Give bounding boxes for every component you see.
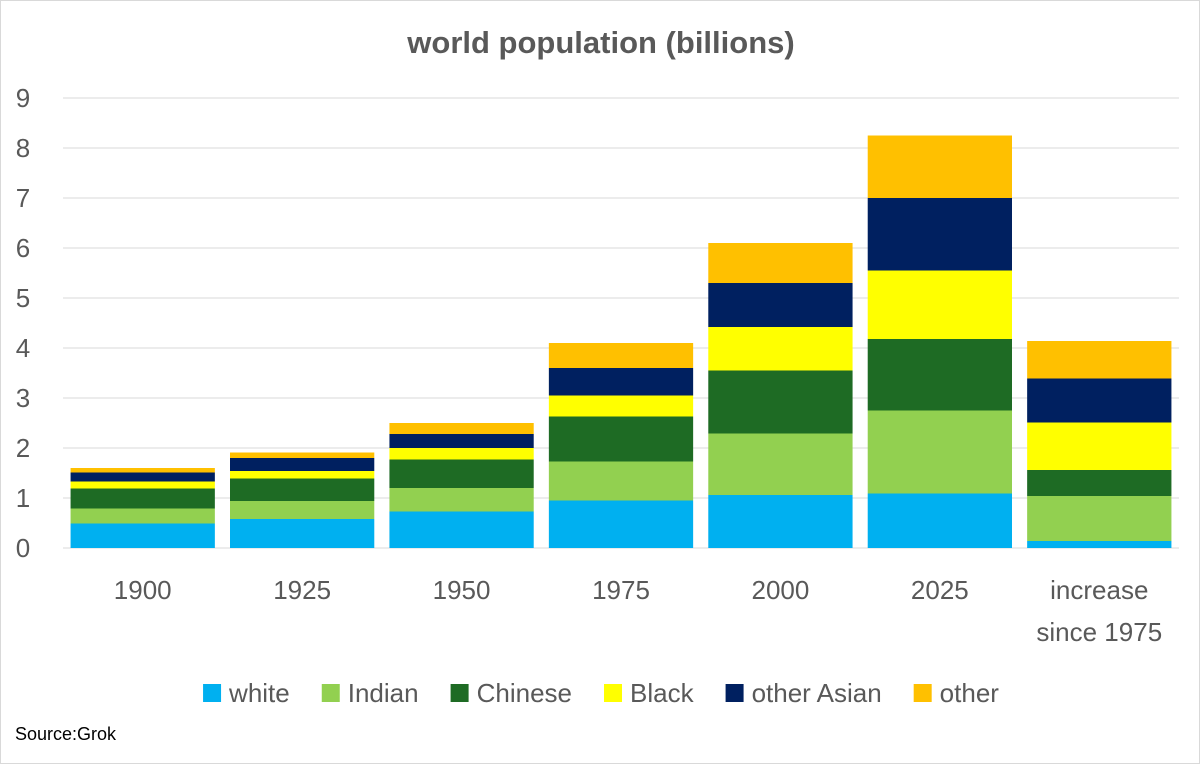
y-tick-label: 1: [16, 483, 30, 513]
bar-segment: [70, 468, 215, 473]
bar-segment: [389, 511, 534, 548]
bar-segment: [708, 370, 853, 434]
bar-segment: [708, 327, 853, 371]
bar-segment: [548, 343, 694, 368]
legend-label: white: [228, 678, 290, 708]
y-tick-label: 6: [16, 233, 30, 263]
bars: [70, 135, 1172, 548]
bar-segment: [867, 410, 1012, 494]
legend-label: Indian: [348, 678, 419, 708]
bar-segment: [1027, 470, 1172, 496]
chart-title: world population (billions): [406, 25, 794, 60]
legend-swatch: [321, 684, 340, 702]
legend-swatch: [450, 684, 469, 702]
y-tick-label: 2: [16, 433, 30, 463]
bar-segment: [708, 495, 853, 548]
legend-label: Black: [630, 678, 695, 708]
bar-segment: [230, 458, 375, 471]
bar-segment: [230, 478, 375, 501]
bar-segment: [389, 448, 534, 460]
legend-swatch: [604, 684, 623, 702]
legend: white Indian Chinese Black other Asian other: [203, 678, 999, 708]
y-tick-label: 0: [16, 533, 30, 563]
bar-segment: [867, 493, 1012, 548]
legend-label: other Asian: [752, 678, 882, 708]
y-tick-label: 3: [16, 383, 30, 413]
x-tick-label: 1975: [592, 575, 650, 605]
x-tick-label: 2025: [911, 575, 969, 605]
legend-label: Chinese: [477, 678, 572, 708]
y-tick-label: 8: [16, 133, 30, 163]
bar-segment: [548, 416, 694, 462]
legend-label: other: [940, 678, 1000, 708]
bar-segment: [230, 519, 375, 548]
bar-segment: [70, 488, 215, 509]
x-tick-label: 1925: [273, 575, 331, 605]
bar-segment: [70, 481, 215, 489]
bar-segment: [389, 434, 534, 448]
legend-swatch: [913, 684, 932, 702]
y-tick-label: 5: [16, 283, 30, 313]
bar-segment: [230, 501, 375, 519]
x-tick-label: increase since 1975: [1036, 575, 1162, 647]
bar-segment: [548, 368, 694, 396]
bar-segment: [230, 452, 375, 458]
bar-segment: [230, 471, 375, 479]
x-axis-labels: 1900 1925 1950 1975 2000 2025 increase since 19…: [114, 575, 1162, 647]
y-tick-label: 4: [16, 333, 30, 363]
bar-segment: [548, 461, 694, 501]
bar-segment: [70, 523, 215, 548]
bar-segment: [389, 488, 534, 512]
bar-segment: [867, 270, 1012, 339]
x-tick-label: 2000: [752, 575, 810, 605]
y-tick-label: 9: [16, 83, 30, 113]
bar-segment: [1027, 496, 1172, 541]
bar-segment: [70, 508, 215, 524]
x-tick-label: 1900: [114, 575, 172, 605]
bar-segment: [389, 423, 534, 434]
legend-swatch: [725, 684, 744, 702]
bar-segment: [1027, 341, 1172, 379]
bar-segment: [1027, 378, 1172, 423]
source-note: Source:Grok: [15, 724, 117, 744]
bar-segment: [548, 500, 694, 548]
bar-segment: [867, 135, 1012, 198]
y-tick-label: 7: [16, 183, 30, 213]
bar-segment: [708, 283, 853, 327]
bar-segment: [70, 472, 215, 482]
legend-swatch: [203, 684, 222, 702]
bar-segment: [548, 395, 694, 417]
bar-segment: [1027, 541, 1172, 548]
bar-segment: [867, 339, 1012, 411]
bar-segment: [708, 433, 853, 495]
y-axis-ticks: 0 1 2 3 4 5 6 7 8 9: [16, 83, 30, 563]
bar-segment: [389, 459, 534, 488]
bar-segment: [867, 198, 1012, 271]
bar-segment: [708, 243, 853, 283]
bar-segment: [1027, 422, 1172, 470]
x-tick-label: 1950: [433, 575, 491, 605]
